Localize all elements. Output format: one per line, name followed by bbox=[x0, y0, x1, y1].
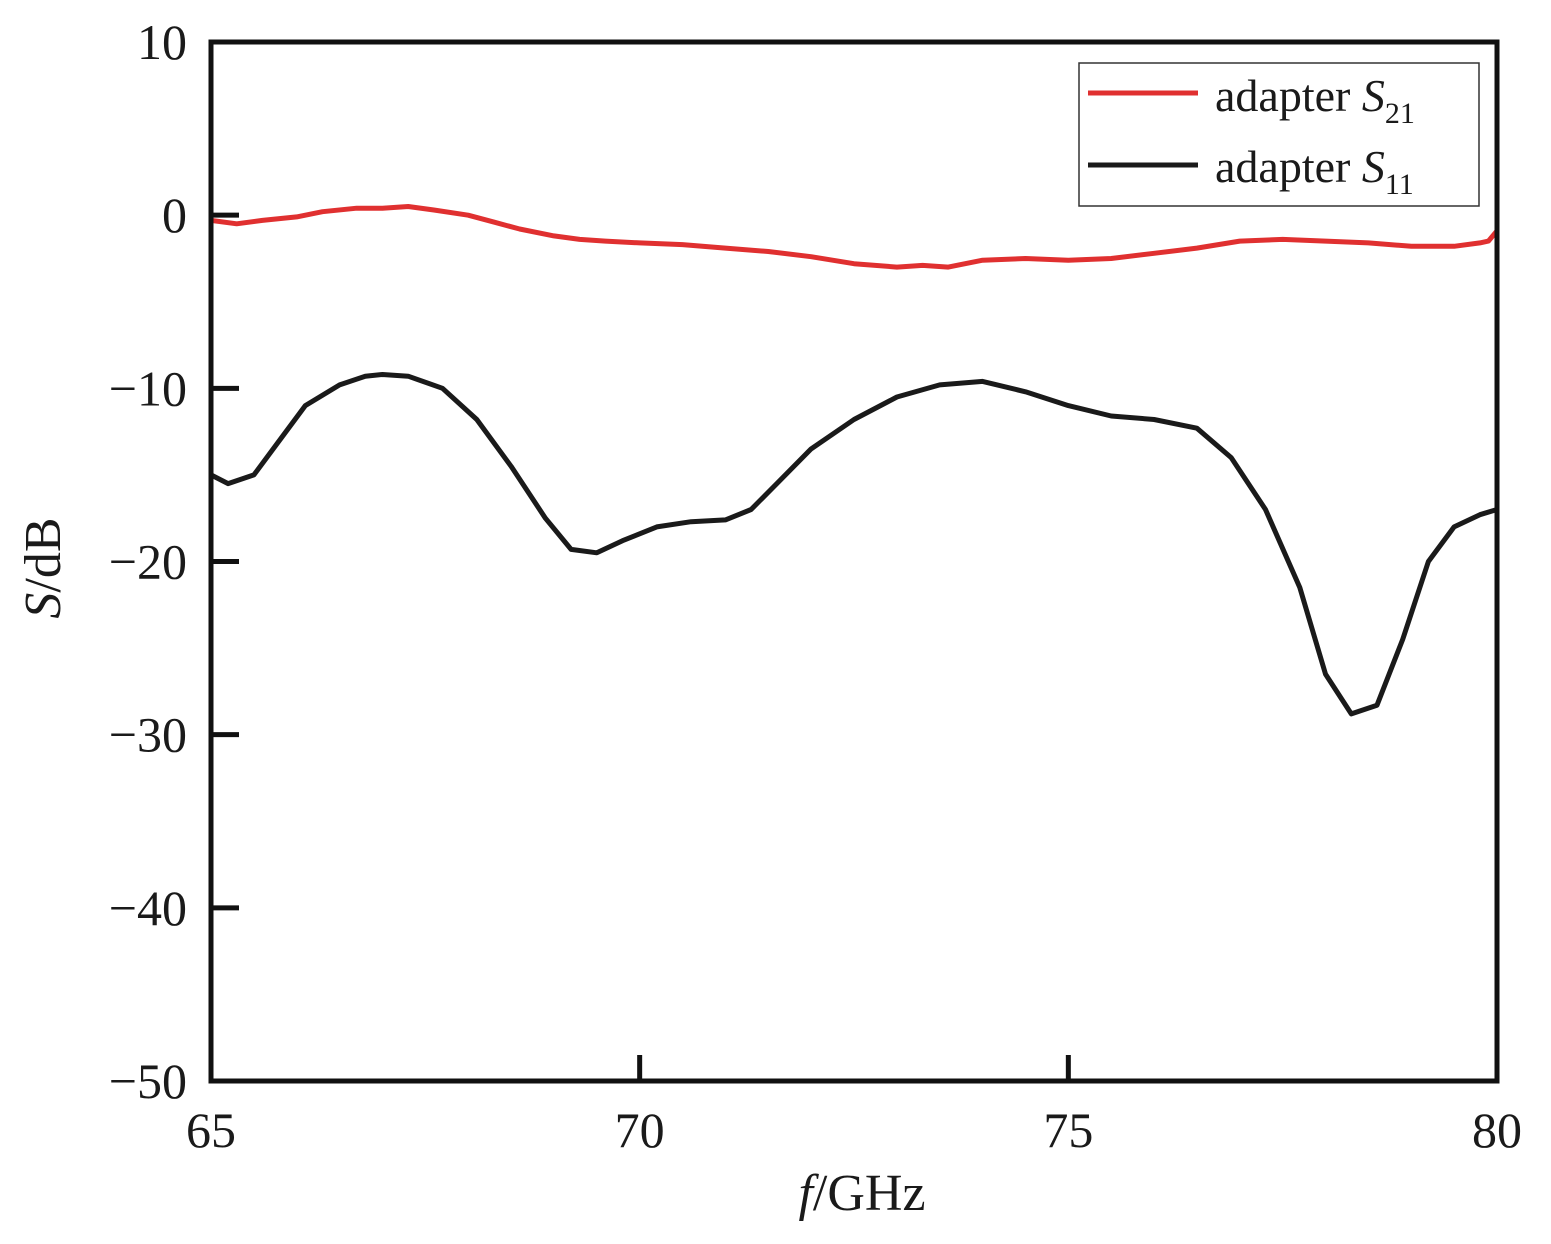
y-tick-label: 0 bbox=[162, 187, 187, 243]
series-layer bbox=[208, 204, 1500, 717]
legend: adapter S21 adapter S11 bbox=[1078, 62, 1480, 207]
x-tick-label: 80 bbox=[1472, 1102, 1522, 1158]
x-tick-label: 65 bbox=[186, 1102, 236, 1158]
y-axis-label: S/dB bbox=[15, 517, 72, 618]
series-line-11 bbox=[208, 372, 1500, 717]
legend-box bbox=[1078, 62, 1480, 207]
legend-prefix: adapter bbox=[1215, 141, 1362, 192]
y-axis-var: S bbox=[15, 593, 72, 619]
y-tick-label: 10 bbox=[137, 14, 187, 70]
legend-sub: 21 bbox=[1385, 97, 1415, 130]
y-tick-label: −20 bbox=[109, 534, 187, 590]
legend-var: S bbox=[1362, 70, 1385, 121]
ticks-layer: 65 70 75 80 10 0 −10 −20 −30 −40 −50 bbox=[109, 14, 1522, 1158]
legend-var: S bbox=[1362, 141, 1385, 192]
legend-sub: 11 bbox=[1385, 168, 1414, 201]
series-line-21 bbox=[208, 204, 1500, 270]
legend-entry-s11: adapter S11 bbox=[1215, 141, 1414, 201]
x-axis-label: f/GHz bbox=[798, 1165, 925, 1222]
legend-entry-s21: adapter S21 bbox=[1215, 70, 1415, 130]
y-tick-label: −50 bbox=[109, 1053, 187, 1109]
y-tick-label: −30 bbox=[109, 707, 187, 763]
y-tick-label: −40 bbox=[109, 880, 187, 936]
x-tick-label: 75 bbox=[1043, 1102, 1093, 1158]
x-tick-label: 70 bbox=[615, 1102, 665, 1158]
y-tick-label: −10 bbox=[109, 360, 187, 416]
legend-prefix: adapter bbox=[1215, 70, 1362, 121]
x-axis-unit: /GHz bbox=[813, 1165, 926, 1222]
y-axis-unit: /dB bbox=[15, 517, 72, 592]
